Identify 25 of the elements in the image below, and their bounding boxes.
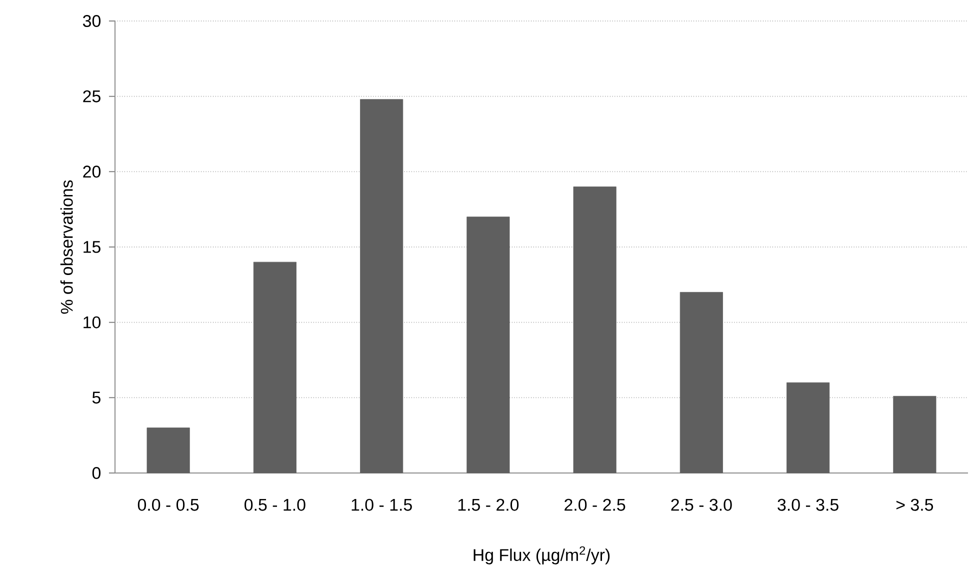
x-tick-label: 2.0 - 2.5 [564,498,626,511]
bar [680,292,723,474]
y-tick-label: 25 [83,90,100,102]
y-tick-label: 15 [84,241,100,253]
bar [893,396,936,474]
bar [253,262,296,474]
bar [466,216,510,474]
y-tick-label: 0 [92,467,100,479]
x-tick-label: 2.5 - 3.0 [671,498,732,511]
bar [360,99,404,474]
bar [146,428,190,474]
x-tick-label: > 3.5 [896,498,934,511]
y-tick-label: 10 [84,316,100,328]
y-tick-label: 30 [82,14,100,27]
bar [573,186,616,474]
y-tick-label: 20 [83,166,100,178]
x-tick-label: 1.0 - 1.5 [352,498,412,511]
y-axis-title: % of observations [60,180,73,314]
x-tick-label: 0.5 - 1.0 [244,498,306,511]
bar [786,382,830,474]
x-axis-title: Hg Flux (µg/m$^{2}$/yr) [474,546,610,564]
x-tick-label: 0.0 - 0.5 [138,498,199,511]
y-tick-label: 5 [92,392,100,404]
x-tick-label: 1.5 - 2.0 [458,498,519,511]
x-tick-label: 3.0 - 3.5 [778,498,838,511]
